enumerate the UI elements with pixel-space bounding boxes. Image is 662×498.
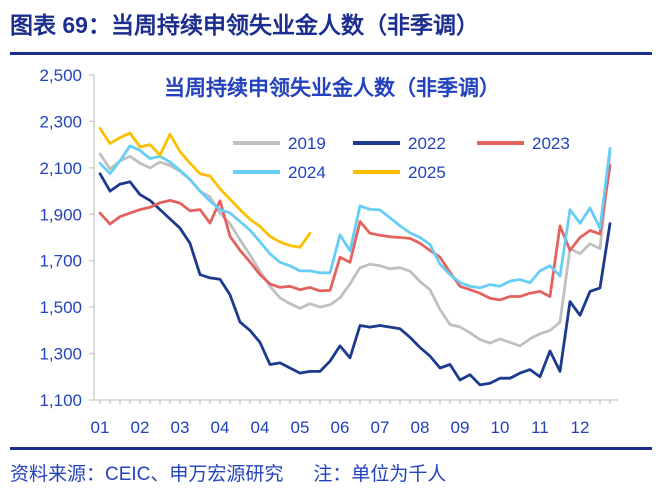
legend-label-2022: 2022 (408, 134, 446, 153)
series-line-2025 (98, 126, 312, 249)
series-line-2019 (98, 152, 612, 348)
series-line-2022 (98, 172, 612, 387)
x-axis-label: 09 (451, 418, 470, 437)
x-axis-label: 07 (371, 418, 390, 437)
x-axis-label: 04 (251, 418, 270, 437)
top-divider (10, 52, 652, 55)
chart-title: 当周持续申领失业金人数（非季调） (164, 76, 500, 100)
legend-item-2025: 2025 (353, 163, 446, 182)
y-axis-label: 2,100 (39, 159, 82, 178)
x-axis-label: 10 (491, 418, 510, 437)
source-note: 资料来源：CEIC、申万宏源研究 注：单位为千人 (10, 459, 652, 486)
x-axis-label: 02 (131, 418, 150, 437)
y-axis-label: 1,100 (39, 391, 82, 410)
y-axis-label: 2,300 (39, 112, 82, 131)
legend-label-2024: 2024 (288, 163, 326, 182)
x-axis-label: 04 (211, 418, 230, 437)
series-line-2023 (98, 164, 612, 302)
bottom-divider (10, 447, 652, 450)
series-line-2024 (98, 144, 612, 290)
x-axis-label: 05 (291, 418, 310, 437)
y-axis-label: 1,300 (39, 345, 82, 364)
x-axis-label: 06 (331, 418, 350, 437)
legend-label-2019: 2019 (288, 134, 326, 153)
x-axis: 01 02 03 04 04 05 06 07 08 09 10 11 12 (91, 400, 611, 437)
y-axis: 1,100 1,300 1,500 1,700 1,900 2,100 2,300 2,500 (39, 66, 94, 410)
legend-label-2025: 2025 (408, 163, 446, 182)
x-axis-label: 12 (571, 418, 590, 437)
x-axis-label: 08 (411, 418, 430, 437)
x-axis-label: 11 (531, 418, 549, 437)
x-axis-label: 01 (91, 418, 110, 437)
y-axis-label: 1,700 (39, 252, 82, 271)
source-text: 资料来源：CEIC、申万宏源研究 (10, 464, 284, 485)
legend-label-2023: 2023 (532, 134, 570, 153)
series-lines (98, 126, 612, 387)
y-axis-label: 1,900 (39, 205, 82, 224)
legend-item-2022: 2022 (353, 134, 446, 153)
y-axis-label: 2,500 (39, 66, 82, 85)
legend: 2019 2022 2023 2024 2025 (233, 134, 570, 182)
legend-item-2019: 2019 (233, 134, 326, 153)
unit-note-text: 注：单位为千人 (313, 464, 447, 485)
legend-item-2024: 2024 (233, 163, 326, 182)
legend-item-2023: 2023 (477, 134, 570, 153)
x-axis-label: 03 (171, 418, 190, 437)
page-title: 图表 69：当周持续申领失业金人数（非季调） (10, 12, 479, 38)
y-axis-label: 1,500 (39, 298, 82, 317)
